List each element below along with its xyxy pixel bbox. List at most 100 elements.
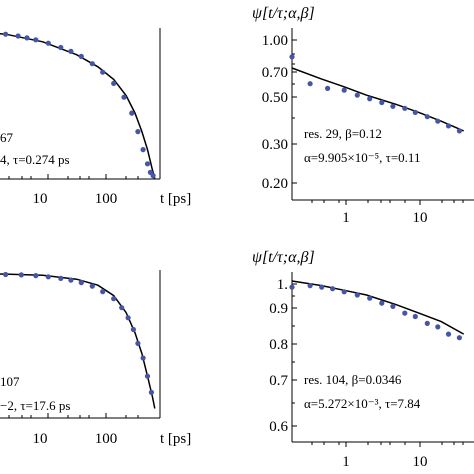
panel-bottom-right-data-point [412, 313, 418, 320]
panel-bottom-right-x-tick-label: 1 [342, 454, 350, 470]
panel-bottom-left-data-point [45, 274, 51, 280]
panel-top-left-data-point [144, 161, 151, 167]
panel-bottom-right-data-point [330, 286, 336, 292]
panel-top-left: 10 100 t [ps] 67 4, τ=0.274 ps [0, 28, 191, 207]
panel-top-left-x-tick-label: 100 [95, 191, 118, 207]
panel-top-right-y-axis-label: ψ[t/τ;α,β] [252, 5, 315, 22]
panel-bottom-right-x-tick-label: 10 [413, 454, 428, 470]
panel-bottom-right-data-point [354, 292, 360, 298]
panel-bottom-right-annotation-line-2: α=5.272×10⁻³, τ=7.84 [304, 396, 421, 411]
panel-bottom-right-data-point [424, 320, 430, 326]
panel-top-left-data-point [89, 61, 95, 67]
panel-top-left-data-point [111, 80, 117, 86]
panel-bottom-right-data-point [456, 335, 462, 341]
panel-top-left-annotation-line-1: 67 [0, 130, 14, 145]
panel-bottom-right-y-tick-label: 0.7 [269, 373, 288, 389]
panel-top-right-data-point [445, 123, 452, 129]
panel-bottom-right-annotation-line-1: res. 104, β=0.0346 [304, 372, 402, 387]
panel-top-left-x-tick-marks [8, 174, 139, 179]
panel-bottom-right-x-tick-marks [311, 442, 464, 447]
panel-bottom-left-data-point [100, 289, 106, 295]
panel-bottom-left-x-tick-label: 100 [95, 431, 118, 447]
panel-bottom-right-marks [289, 280, 465, 341]
panel-top-right-data-point [341, 87, 347, 93]
panel-bottom-left-fit-curve [0, 273, 156, 409]
panel-top-right-data-point [325, 85, 331, 91]
panel-bottom-right-fit-curve [291, 280, 465, 335]
panel-bottom-right-y-axis-label: ψ[t/τ;α,β] [252, 249, 315, 266]
panel-bottom-left-x-axis-label: t [ps] [160, 431, 191, 447]
panel-top-right-x-tick-label: 1 [342, 210, 350, 226]
panel-bottom-left-data-point [89, 283, 95, 289]
panel-top-right-y-tick-marks [292, 39, 297, 184]
panel-top-right-data-point [307, 81, 313, 87]
panel-bottom-left-data-point [119, 305, 125, 311]
panel-bottom-right-data-point [390, 303, 396, 309]
panel-bottom-left-data-point [3, 271, 9, 278]
panel-bottom-right-data-point [445, 331, 452, 337]
panel-top-left-data-point [33, 37, 39, 43]
panel-bottom-left-data-point [140, 355, 146, 361]
panel-bottom-left-x-tick-label: 10 [33, 431, 48, 447]
panel-bottom-left-annotation-line-2: −2, τ=17.6 ps [0, 398, 70, 413]
panel-bottom-right-data-point [341, 289, 347, 295]
panel-top-right-data-point [367, 96, 373, 102]
panel-bottom-right-y-tick-label: 0.6 [269, 419, 288, 435]
panel-bottom-left-data-point [68, 277, 74, 283]
panel-top-left-marks [0, 31, 156, 180]
panel-top-right-data-point [390, 103, 396, 109]
panel-bottom-left-data-point [144, 373, 151, 379]
panel-bottom-left-data-point [148, 389, 154, 395]
panel-top-right-data-point [354, 92, 360, 98]
panel-top-left-data-point [3, 31, 9, 37]
panel-top-left-data-point [68, 48, 74, 55]
panel-top-right-annotation-line-1: res. 29, β=0.12 [304, 126, 382, 141]
panel-bottom-left-data-point [18, 272, 24, 278]
panel-top-right-data-point [435, 118, 441, 124]
panel-top-left-data-point [150, 173, 156, 179]
panel-bottom-left-data-point [130, 326, 136, 333]
panel-top-right-data-point [412, 109, 418, 115]
panel-top-left-x-tick-label: 10 [33, 191, 48, 207]
panel-top-right-x-tick-label: 10 [413, 210, 428, 226]
panel-top-left-data-point [45, 40, 51, 46]
panel-bottom-left-data-point [125, 315, 131, 321]
panel-top-left-data-point [24, 35, 30, 41]
panel-bottom-right-y-tick-marks [292, 283, 297, 427]
panel-top-right-data-point [424, 114, 430, 120]
panel-bottom-left-data-point [111, 296, 117, 302]
panel-top-right: 1.00 0.70 0.50 0.30 0.20 1 10 ψ[t/τ;α,β]… [252, 5, 474, 226]
panel-bottom-right-y-tick-label: 0.8 [269, 337, 288, 353]
panel-top-right-y-tick-label: 0.70 [262, 65, 288, 81]
panel-top-left-data-point [135, 129, 141, 135]
panel-bottom-right-data-point [435, 324, 441, 330]
panel-top-right-y-tick-label: 0.50 [262, 90, 288, 106]
panel-bottom-right-data-point [307, 283, 313, 289]
panel-top-left-data-point [78, 53, 84, 60]
panel-bottom-right-y-tick-label: 0.9 [269, 301, 288, 317]
panel-bottom-left-data-point [33, 273, 39, 279]
panel-bottom-left-data-point [78, 280, 84, 286]
panel-bottom-left-annotation-line-1: 107 [0, 374, 20, 389]
panel-top-right-y-tick-label: 0.30 [262, 137, 288, 153]
panel-bottom-left-marks [0, 271, 156, 409]
panel-bottom-left-x-tick-marks [8, 413, 139, 418]
panel-top-left-data-point [140, 147, 146, 153]
panel-top-left-data-point [100, 69, 106, 75]
panel-bottom-right-y-tick-label: 1. [277, 277, 288, 293]
panel-top-right-data-point [289, 54, 295, 60]
panel-top-right-data-point [402, 105, 408, 111]
panel-bottom-right-data-point [379, 300, 385, 306]
panel-top-right-data-point [456, 128, 462, 134]
panel-top-left-data-point [58, 44, 64, 51]
panel-bottom-right-data-point [367, 295, 373, 301]
panel-top-right-annotation-line-2: α=9.905×10⁻⁵, τ=0.11 [304, 150, 420, 165]
panel-top-left-x-axis-label: t [ps] [160, 191, 191, 207]
panel-top-right-marks [289, 54, 464, 134]
panel-top-right-y-tick-label: 1.00 [262, 33, 288, 49]
panel-bottom-left-data-point [58, 275, 64, 281]
panel-bottom-right-data-point [289, 284, 295, 290]
panel-top-left-data-point [129, 110, 135, 116]
panel-top-left-data-point [121, 94, 127, 100]
